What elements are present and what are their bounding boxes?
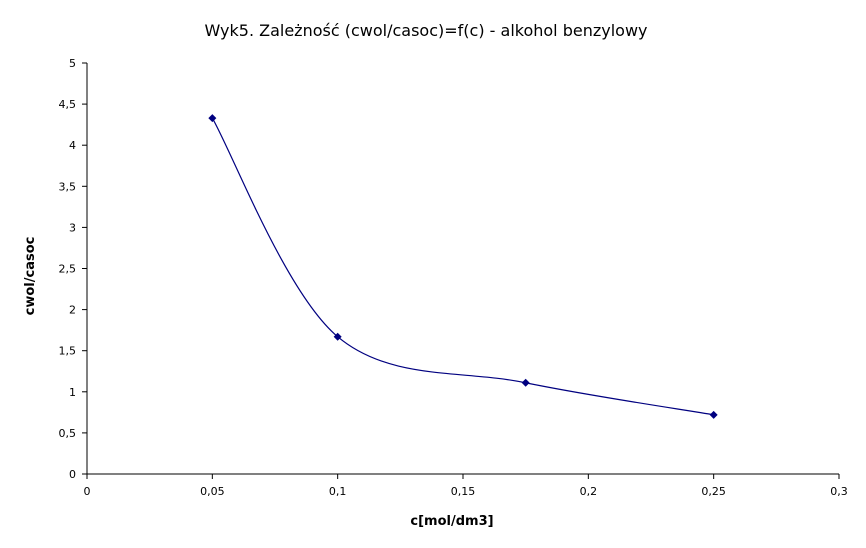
y-tick-label: 3 xyxy=(69,221,76,234)
y-tick-label: 4 xyxy=(69,139,76,152)
y-tick-label: 1 xyxy=(69,386,76,399)
y-axis-label: cwol/casoc xyxy=(23,237,38,316)
x-tick-label: 0,05 xyxy=(200,485,225,498)
x-tick-label: 0,1 xyxy=(329,485,347,498)
y-tick-label: 3,5 xyxy=(59,180,77,193)
y-tick-label: 2 xyxy=(69,304,76,317)
x-tick-label: 0,25 xyxy=(701,485,726,498)
x-tick-label: 0,15 xyxy=(451,485,476,498)
data-point-marker xyxy=(709,410,718,419)
y-tick-label: 2,5 xyxy=(59,263,77,276)
data-point-marker xyxy=(333,332,342,341)
series-line xyxy=(211,117,714,416)
y-tick-label: 4,5 xyxy=(59,98,77,111)
data-point-marker xyxy=(521,378,530,387)
series-layer xyxy=(208,114,718,419)
x-tick-label: 0,3 xyxy=(830,485,848,498)
x-tick-label: 0,2 xyxy=(580,485,598,498)
chart-title: Wyk5. Zależność (cwol/casoc)=f(c) - alko… xyxy=(205,21,648,40)
x-tick-label: 0 xyxy=(84,485,91,498)
y-tick-label: 0 xyxy=(69,468,76,481)
x-axis-label: c[mol/dm3] xyxy=(410,514,493,529)
y-tick-label: 1,5 xyxy=(59,345,77,358)
y-tick-label: 5 xyxy=(69,57,76,70)
data-point-marker xyxy=(208,114,217,123)
y-tick-label: 0,5 xyxy=(59,427,77,440)
axes: 0 0,5 1 1,5 2 2,5 3 3,5 4 4,5 5 0 0,05 0,1 0,15 0,2 0,25… xyxy=(59,57,848,498)
